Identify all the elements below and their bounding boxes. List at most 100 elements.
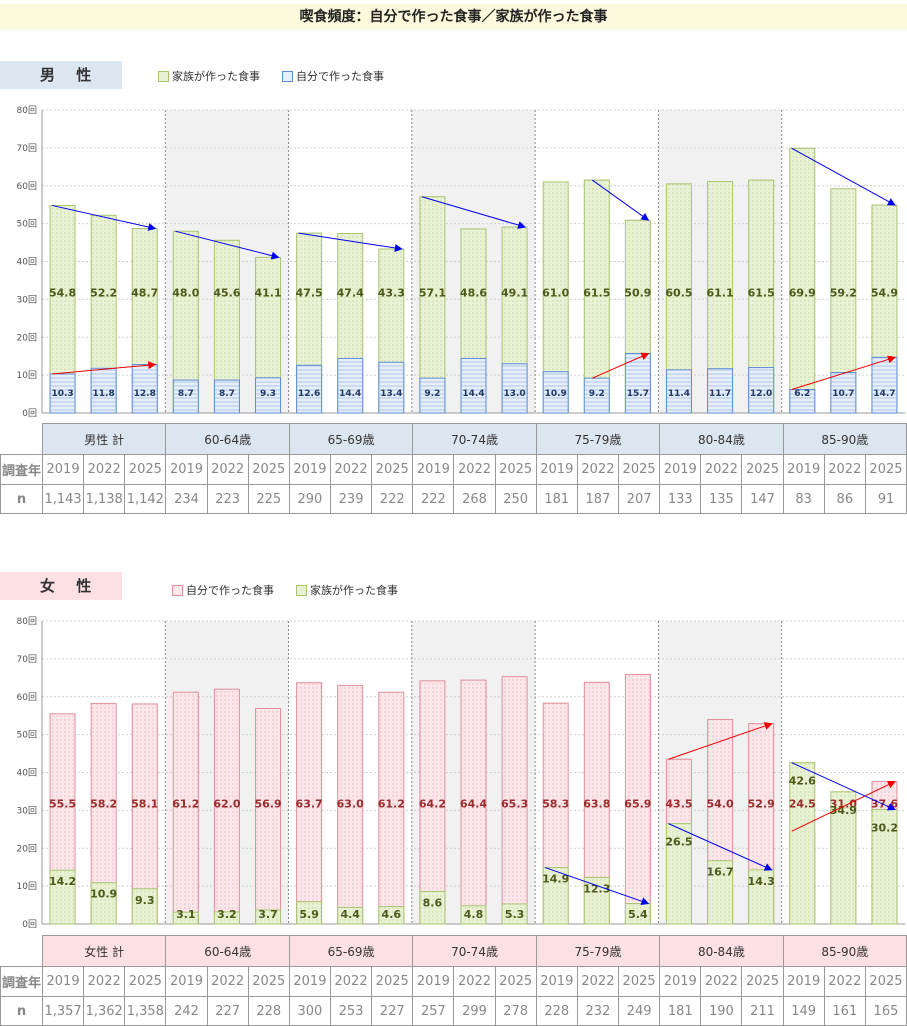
year-cell: 2019 <box>41 454 85 485</box>
data-label: 42.6 <box>789 775 816 788</box>
y-tick-label: 70回 <box>17 143 37 154</box>
year-cell: 2022 <box>823 966 866 997</box>
data-label: 9.2 <box>424 389 440 399</box>
data-label: 47.4 <box>337 286 364 299</box>
group-header: 70-74歳 <box>412 423 537 455</box>
year-cell: 2019 <box>535 454 578 485</box>
data-label: 54.9 <box>871 286 898 299</box>
bar-self <box>337 684 364 925</box>
year-cell: 2022 <box>329 966 373 997</box>
bar-family <box>460 905 487 925</box>
n-cell: 1,142 <box>124 484 167 514</box>
data-label: 43.3 <box>378 286 405 299</box>
male-legend: 家族が作った食事 自分で作った食事 <box>158 68 406 84</box>
bar-family <box>583 179 610 414</box>
group-header: 85-90歳 <box>782 935 907 967</box>
legend-item: 自分で作った食事 <box>172 582 274 598</box>
bar-self <box>255 707 282 925</box>
bar-self <box>172 379 199 414</box>
year-cell: 2025 <box>864 454 907 485</box>
bar-self <box>131 364 158 414</box>
bar-family <box>871 809 898 925</box>
bar-self <box>624 353 651 414</box>
bar-family <box>296 901 323 925</box>
data-label: 9.3 <box>135 894 155 907</box>
data-label: 30.2 <box>871 822 898 835</box>
group-header: 65-69歳 <box>288 423 414 455</box>
data-label: 61.5 <box>748 286 775 299</box>
y-tick-label: 70回 <box>17 654 37 665</box>
data-label: 10.7 <box>832 389 854 399</box>
data-label: 5.3 <box>505 908 525 921</box>
year-cell: 2019 <box>782 966 825 997</box>
n-cell: 242 <box>165 996 208 1026</box>
group-header: 男性 計 <box>41 423 167 455</box>
row-header-n: n <box>0 996 43 1026</box>
n-cell: 135 <box>700 484 743 514</box>
data-label: 8.7 <box>178 389 194 399</box>
n-cell: 257 <box>412 996 455 1026</box>
year-cell: 2022 <box>576 454 620 485</box>
data-label: 50.9 <box>624 286 651 299</box>
trend-arrow <box>298 232 403 252</box>
legend-swatch <box>172 584 183 596</box>
data-label: 58.3 <box>542 797 569 810</box>
data-label: 61.2 <box>378 797 405 810</box>
female-chart: 0回 10回 20回 30回 40回 50回 60回 70回 80回 55.5 58.2 58.1 61… <box>17 616 905 930</box>
year-cell: 2019 <box>535 966 578 997</box>
group-header: 75-79歳 <box>535 423 661 455</box>
n-cell: 300 <box>288 996 332 1026</box>
group-header: 60-64歳 <box>165 423 290 455</box>
n-cell: 239 <box>329 484 373 514</box>
data-label: 14.4 <box>339 389 361 399</box>
group-header: 75-79歳 <box>535 935 661 967</box>
data-label: 63.8 <box>583 797 610 810</box>
year-cell: 2025 <box>618 966 661 997</box>
female-legend: 自分で作った食事 家族が作った食事 <box>172 582 420 598</box>
bar-self <box>501 363 528 414</box>
year-cell: 2022 <box>700 454 743 485</box>
bar-family <box>542 867 569 925</box>
year-cell: 2025 <box>124 966 167 997</box>
data-label: 52.9 <box>748 797 775 810</box>
data-label: 49.1 <box>501 286 528 299</box>
data-label: 14.3 <box>748 875 775 888</box>
bar-family <box>748 869 775 925</box>
n-cell: 253 <box>329 996 373 1026</box>
n-cell: 133 <box>659 484 702 514</box>
trend-arrow <box>791 355 896 390</box>
data-label: 58.2 <box>90 797 117 810</box>
group-header: 65-69歳 <box>288 935 414 967</box>
legend-label: 自分で作った食事 <box>186 584 274 597</box>
data-label: 65.3 <box>501 797 528 810</box>
data-label: 10.9 <box>545 389 567 399</box>
n-cell: 223 <box>206 484 249 514</box>
trend-arrow <box>592 352 650 379</box>
corner-cell <box>1 936 43 967</box>
n-cell: 222 <box>412 484 455 514</box>
n-cell: 181 <box>659 996 702 1026</box>
group-header: 女性 計 <box>41 935 167 967</box>
bar-self <box>830 371 857 414</box>
legend-item: 家族が作った食事 <box>296 582 398 598</box>
n-cell: 1,358 <box>124 996 167 1026</box>
bar-self <box>665 369 692 414</box>
year-cell: 2019 <box>782 454 825 485</box>
n-cell: 290 <box>288 484 332 514</box>
bar-self <box>49 373 76 414</box>
data-label: 61.5 <box>583 286 610 299</box>
bar-family <box>789 147 816 414</box>
bar-family <box>501 903 528 925</box>
data-label: 57.1 <box>419 286 446 299</box>
data-label: 12.8 <box>134 389 156 399</box>
bar-self <box>296 364 323 414</box>
data-label: 52.2 <box>90 286 117 299</box>
year-cell: 2025 <box>247 966 290 997</box>
data-label: 37.6 <box>871 797 898 810</box>
data-label: 63.0 <box>337 797 364 810</box>
data-label: 14.7 <box>873 389 895 399</box>
chart-title: 喫食頻度：自分で作った食事／家族が作った食事 <box>0 4 907 30</box>
data-label: 61.0 <box>542 286 569 299</box>
data-label: 34.9 <box>830 804 857 817</box>
data-label: 61.2 <box>172 797 199 810</box>
